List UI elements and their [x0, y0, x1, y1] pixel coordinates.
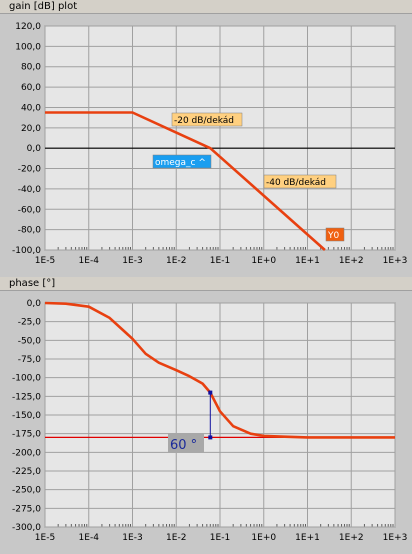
y-tick-label: -50,0	[18, 336, 42, 346]
phase-margin-marker-end	[208, 390, 213, 395]
omega-c-label: omega_c ^	[155, 158, 206, 168]
y-tick-label: 40,0	[21, 103, 41, 113]
gain-plot: 1E-5 1E-4 1E-3 1E-2 1E-1 1E+0 1E+1 1E+2 1E+3 120,…	[12, 22, 408, 266]
y-tick-label: -40,0	[18, 185, 42, 195]
series-line	[44, 301, 395, 439]
x-tick-label: 1E+1	[295, 533, 320, 543]
x-tick-label: 1E+0	[251, 256, 276, 266]
x-tick-label: 1E+3	[383, 256, 408, 266]
x-tick-label: 1E-3	[122, 533, 142, 543]
y-tick-label: -275,0	[12, 504, 41, 514]
x-tick-label: 1E-2	[166, 256, 186, 266]
x-tick-label: 1E-5	[35, 533, 55, 543]
phase-panel: phase [°] 1E-5 1E-4 1E-3 1E-2 1E-1 1E+0 1E+1 1E…	[0, 277, 412, 554]
phase-plot: 1E-5 1E-4 1E-3 1E-2 1E-1 1E+0 1E+1 1E+2 1E+3 0,0 -…	[12, 299, 408, 543]
y-tick-label: -150,0	[12, 411, 41, 421]
x-tick-label: 1E-1	[210, 533, 230, 543]
x-tick-label: 1E-3	[122, 256, 142, 266]
y0-label-bg	[325, 227, 345, 242]
x-tick-label: 1E-2	[166, 533, 186, 543]
x-tick-label: 1E+1	[295, 256, 320, 266]
x-tick-label: 1E-1	[210, 256, 230, 266]
y-tick-label: -300,0	[12, 523, 41, 533]
y-tick-label: -25,0	[18, 318, 42, 328]
gain-panel-title: gain [dB] plot	[0, 0, 412, 14]
y-tick-label: 100,0	[15, 42, 41, 52]
x-tick-label: 1E-4	[79, 533, 100, 543]
x-tick-label: 1E-4	[79, 256, 100, 266]
y-tick-label: -200,0	[12, 448, 41, 458]
margin-label: 60 °	[170, 438, 197, 453]
y-tick-label: 20,0	[21, 124, 41, 134]
y-tick-label: 120,0	[15, 22, 41, 32]
y-tick-label: 0,0	[27, 299, 42, 309]
y-tick-label: -20,0	[18, 165, 42, 175]
y-tick-label: 60,0	[21, 83, 41, 93]
slope2-label-bg	[263, 174, 337, 189]
y-tick-label: -175,0	[12, 430, 41, 440]
x-tick-label: 1E+0	[251, 533, 276, 543]
gain-panel: gain [dB] plot 1E-5 1E-4 1E-3 1E-2 1E-1 1E+0 1…	[0, 0, 412, 277]
omega-c-label-bg	[152, 154, 212, 169]
y-tick-label: -80,0	[18, 226, 42, 236]
y-tick-label: -75,0	[18, 355, 42, 365]
slope2-label: -40 dB/dekád	[266, 178, 326, 188]
x-tick-label: 1E+3	[383, 533, 408, 543]
y0-label: Y0	[327, 231, 339, 241]
x-tick-label: 1E+2	[339, 256, 364, 266]
y-tick-label: 0,0	[27, 144, 42, 154]
slope1-label-bg	[171, 112, 243, 127]
slope1-label: -20 dB/dekád	[174, 116, 234, 126]
series-line	[45, 111, 326, 251]
y-tick-label: -100,0	[12, 246, 41, 256]
margin-label-bg	[168, 433, 204, 453]
x-tick-label: 1E+2	[339, 533, 364, 543]
y-tick-label: -225,0	[12, 467, 41, 477]
y-tick-label: -60,0	[18, 205, 42, 215]
y-tick-label: 80,0	[21, 63, 41, 73]
phase-panel-title: phase [°]	[0, 277, 412, 291]
phase-margin-marker-end	[208, 435, 213, 440]
y-tick-label: -250,0	[12, 486, 41, 496]
x-tick-label: 1E-5	[35, 256, 55, 266]
y-tick-label: -100,0	[12, 374, 41, 384]
y-tick-label: -125,0	[12, 392, 41, 402]
